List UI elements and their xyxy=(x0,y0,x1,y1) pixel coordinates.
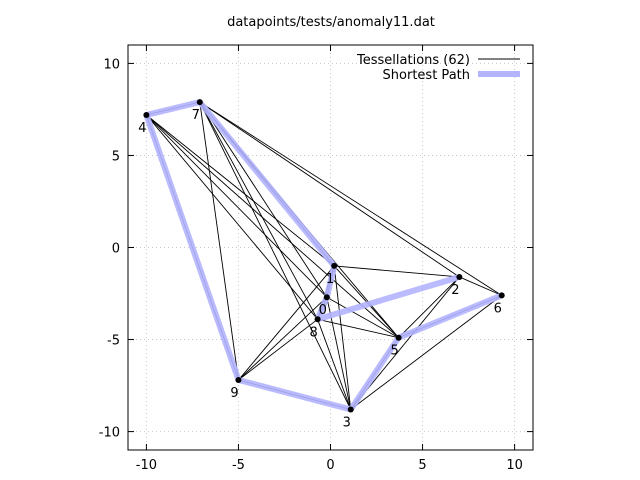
legend-label-shortest-path: Shortest Path xyxy=(383,68,470,83)
y-tick-label: 0 xyxy=(112,242,120,257)
tessellation-edge xyxy=(398,276,460,339)
tessellation-edge xyxy=(199,101,319,320)
point-labels: 0 1 2 3 4 5 6 7 8 9 xyxy=(138,108,502,430)
tessellation-edge xyxy=(199,101,328,298)
point-label: 4 xyxy=(138,121,146,136)
y-tick-label: -10 xyxy=(99,426,120,441)
tessellation-edge xyxy=(459,276,502,296)
tessellation-edge xyxy=(317,318,399,339)
y-tick-label: 5 xyxy=(112,149,120,164)
chart-title: datapoints/tests/anomaly11.dat xyxy=(227,15,435,30)
tessellation-edge xyxy=(238,296,328,381)
tessellation-edge xyxy=(146,114,318,320)
point-label: 1 xyxy=(326,272,334,287)
point-label: 7 xyxy=(192,108,200,123)
tessellation-edge xyxy=(199,102,239,381)
tessellation-edge xyxy=(350,295,502,410)
data-point xyxy=(331,262,338,269)
data-point xyxy=(323,294,330,301)
legend: Tessellations (62) Shortest Path xyxy=(356,53,520,83)
point-label: 6 xyxy=(494,301,502,316)
tessellation-edge xyxy=(238,318,318,381)
data-point xyxy=(498,292,505,299)
tessellation-edge xyxy=(317,319,352,410)
data-point xyxy=(347,406,354,413)
tessellation-edge xyxy=(146,114,328,298)
point-label: 9 xyxy=(230,386,238,401)
legend-label-tessellations: Tessellations (62) xyxy=(356,53,470,68)
data-point xyxy=(235,377,242,384)
shortest-path-line xyxy=(143,99,505,413)
y-tick-label: -5 xyxy=(107,334,120,349)
point-label: 5 xyxy=(390,344,398,359)
point-label: 8 xyxy=(309,325,317,340)
x-tick-label: -5 xyxy=(232,458,245,473)
data-point xyxy=(143,111,150,118)
x-tick-label: 0 xyxy=(326,458,334,473)
x-tick-label: 10 xyxy=(506,458,523,473)
shortest-path xyxy=(143,99,505,413)
x-tick-label: -10 xyxy=(136,458,157,473)
data-point xyxy=(456,273,463,280)
y-tick-label: 10 xyxy=(103,57,120,72)
point-label: 0 xyxy=(319,303,327,318)
data-point xyxy=(395,334,402,341)
point-label: 2 xyxy=(451,283,459,298)
point-label: 3 xyxy=(343,416,351,431)
tessellation-edge xyxy=(199,101,460,278)
tessellation-edge xyxy=(199,101,502,296)
tessellation-edge xyxy=(199,101,352,410)
data-point xyxy=(314,316,321,323)
tessellation-edge xyxy=(146,114,335,267)
x-tick-label: 5 xyxy=(418,458,426,473)
tessellation-edge xyxy=(146,114,399,339)
data-point xyxy=(196,99,203,106)
tessellation-edge xyxy=(238,265,335,381)
tessellation-edge xyxy=(334,265,460,278)
tessellation-edge xyxy=(326,296,399,339)
data-points xyxy=(143,99,505,413)
tessellation-edge xyxy=(333,265,352,410)
